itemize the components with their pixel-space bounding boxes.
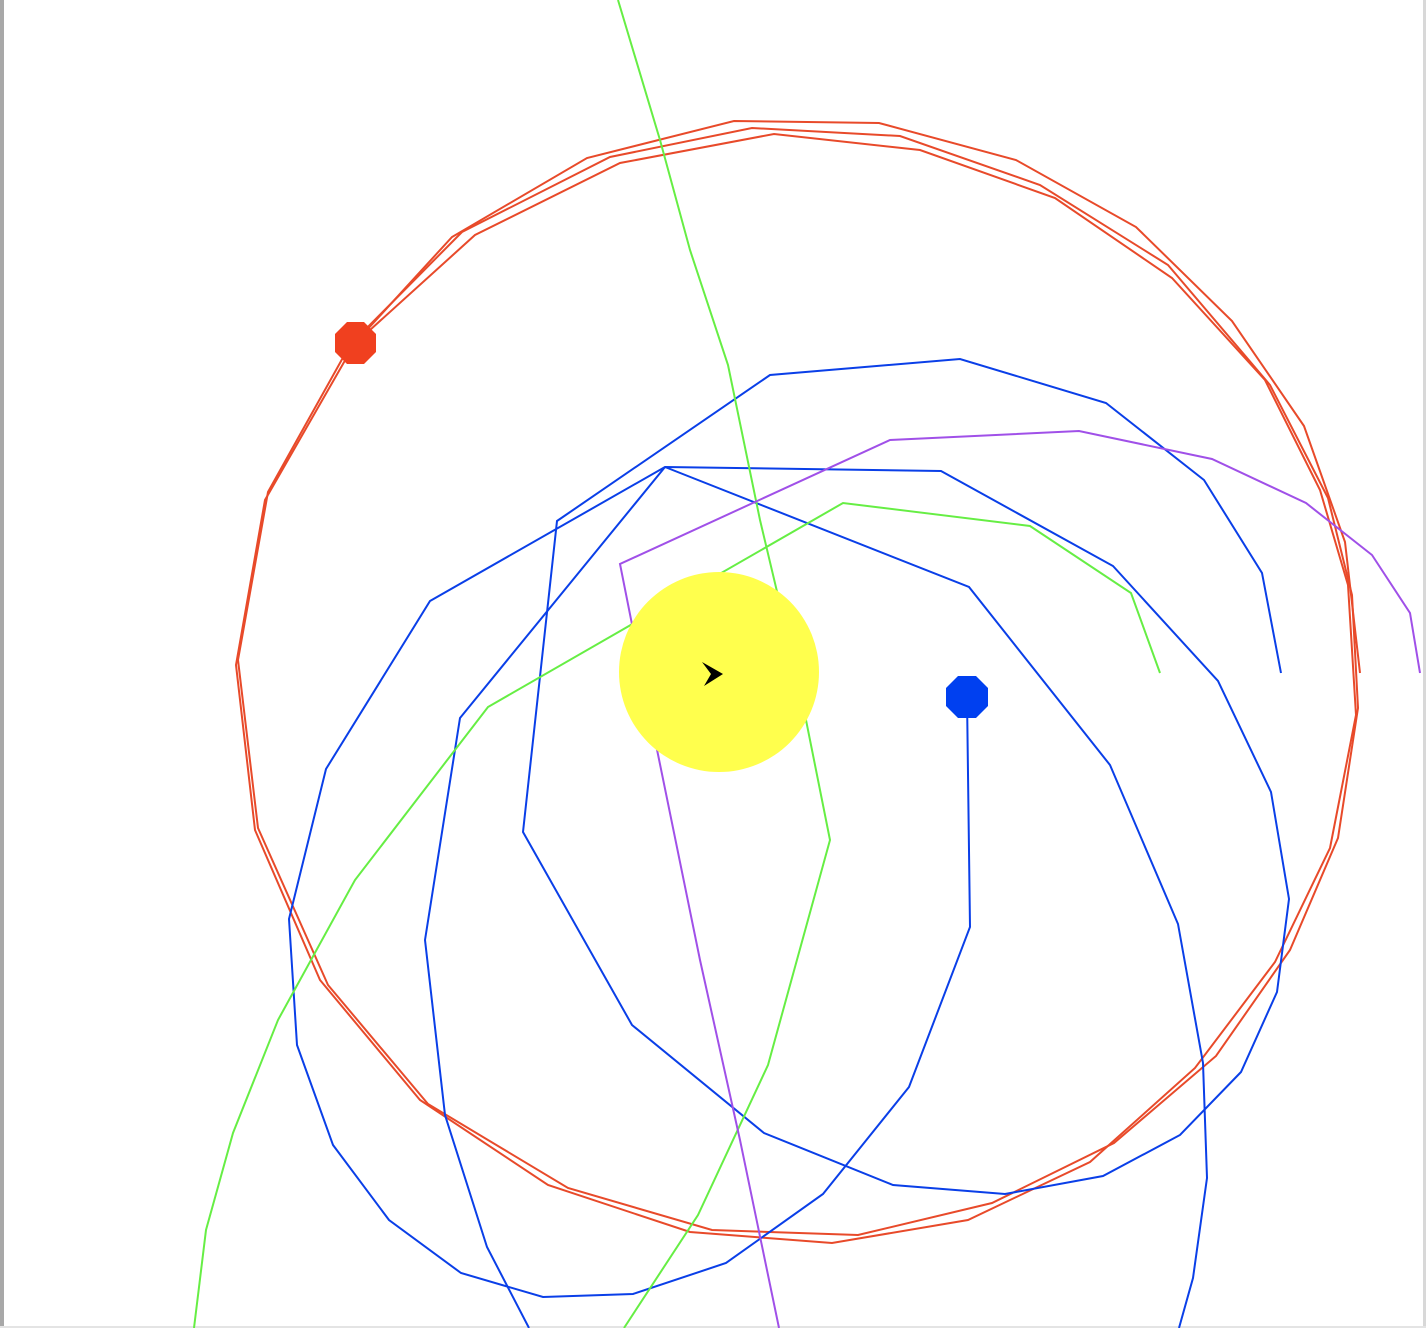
green-trail (193, 501, 1161, 1328)
ship-arrow-icon[interactable] (702, 662, 723, 686)
blue-planet[interactable] (946, 676, 988, 718)
bottom-border (0, 1326, 1426, 1328)
left-border (0, 0, 4, 1328)
red-orbit-trail (234, 132, 1358, 1245)
red-orbit-trail (236, 126, 1360, 1237)
purple-trail (618, 429, 1421, 1328)
red-orbit-trails (234, 119, 1361, 1245)
blue-orbit-trail (287, 357, 1291, 1299)
right-border (1423, 0, 1426, 1328)
red-planet[interactable] (335, 322, 376, 364)
blue-orbit-trail (423, 466, 666, 1328)
red-orbit-trail (354, 119, 1361, 674)
blue-orbit-trail (664, 466, 1209, 1328)
